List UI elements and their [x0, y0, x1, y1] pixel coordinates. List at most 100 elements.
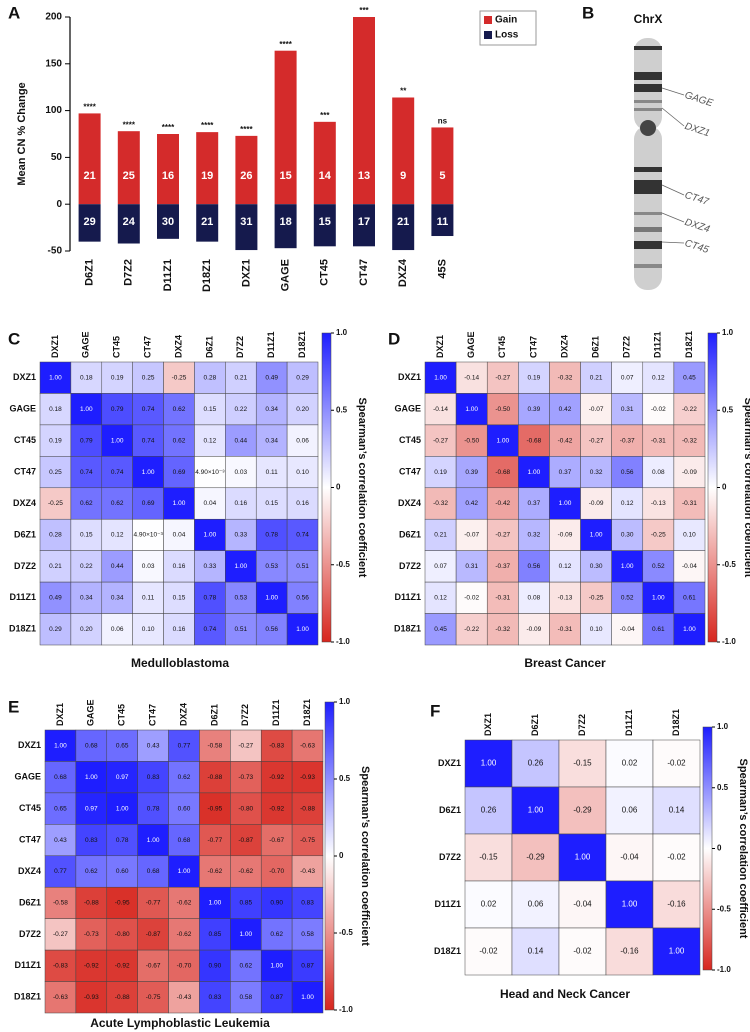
cell-label: 0.52	[652, 563, 665, 570]
heatmap-cell	[549, 613, 581, 646]
cell-label: 0.06	[296, 437, 309, 444]
heatmap-cell	[75, 729, 108, 762]
cell-label: 0.60	[116, 868, 129, 875]
cell-label: 0.45	[434, 626, 447, 633]
row-label: CT47	[399, 466, 421, 476]
chromosome-title: ChrX	[634, 12, 663, 26]
cell-label: 0.74	[296, 532, 309, 539]
cell-label: 0.68	[85, 742, 98, 749]
cell-label: 0.58	[239, 994, 252, 1001]
heatmap-cell	[70, 487, 103, 520]
heatmap-cell	[549, 581, 581, 614]
heatmap-cell	[230, 761, 262, 794]
column-label: D7Z2	[235, 336, 245, 358]
heatmap-cell	[652, 739, 701, 788]
column-label: D18Z1	[297, 331, 307, 358]
heatmap-cell	[255, 518, 288, 551]
cell-label: 1.00	[265, 595, 278, 602]
heatmap-cell	[549, 456, 581, 489]
heatmap-cell	[194, 424, 226, 457]
cell-label: 0.06	[111, 626, 124, 633]
heatmap-cell	[455, 487, 488, 520]
cell-label: 0.62	[239, 963, 252, 970]
cell-label: -0.42	[558, 437, 573, 444]
heatmap-cell	[132, 613, 164, 646]
cell-label: 0.74	[111, 469, 124, 476]
colorbar	[321, 332, 332, 643]
significance-label: ***	[320, 111, 330, 120]
cell-label: 0.08	[528, 595, 541, 602]
heatmap-cell	[642, 393, 675, 426]
heatmap-cell	[225, 550, 257, 583]
heatmap-cell	[455, 581, 488, 614]
chromosome	[634, 38, 662, 290]
cell-label: 0.69	[173, 469, 186, 476]
cell-label: 0.07	[621, 374, 634, 381]
cell-label: -0.02	[667, 759, 686, 768]
bar	[353, 17, 375, 205]
column-label: DXZ1	[483, 713, 493, 736]
cell-label: 0.68	[54, 774, 67, 781]
cell-label: 0.34	[265, 406, 278, 413]
heatmap-cell	[486, 581, 519, 614]
cell-label: -0.07	[589, 406, 604, 413]
cell-label: 0.37	[559, 469, 572, 476]
heatmap-cell	[424, 581, 457, 614]
heatmap-cell	[230, 918, 262, 951]
heatmap-title: Head and Neck Cancer	[500, 987, 630, 1001]
heatmap-cell	[558, 786, 607, 835]
column-label: CT45	[497, 336, 507, 358]
cell-label: -0.13	[558, 595, 573, 602]
heatmap-cell	[455, 456, 488, 489]
column-label: CT47	[528, 336, 538, 358]
cell-label: 0.21	[49, 563, 62, 570]
colorbar-title: Spearman’s correlation coefficient	[359, 766, 371, 946]
cell-label: -0.02	[464, 595, 479, 602]
cell-label: -0.63	[300, 742, 315, 749]
cell-label: 0.97	[116, 774, 129, 781]
heatmap-cell	[580, 487, 612, 520]
cell-label: 0.26	[528, 759, 544, 768]
heatmap-cell	[424, 613, 457, 646]
row-label: CT47	[14, 466, 36, 476]
cell-label: 0.15	[80, 532, 93, 539]
heatmap-cell	[163, 581, 195, 614]
row-label: D11Z1	[394, 592, 421, 602]
heatmap-cell	[558, 927, 607, 976]
cell-label: -0.37	[495, 563, 510, 570]
bar-count-label: 25	[123, 170, 135, 182]
bar	[431, 204, 454, 237]
y-tick-label: 100	[45, 105, 62, 116]
heatmap-cell	[260, 761, 293, 794]
x-tick-label: D11Z1	[162, 259, 174, 291]
heatmap-cell	[549, 550, 581, 583]
x-tick-label: D6Z1	[84, 259, 96, 286]
heatmap-cell	[194, 487, 226, 520]
heatmap-cell	[225, 487, 257, 520]
heatmap-cell	[163, 424, 195, 457]
colorbar-tick-label: 1.0	[336, 328, 348, 337]
heatmap-cell	[230, 824, 262, 857]
cell-label: 0.83	[147, 774, 160, 781]
colorbar-tick-label: 0	[336, 483, 341, 492]
heatmap-cell	[518, 613, 550, 646]
cell-label: -0.29	[573, 806, 592, 815]
heatmap-cell	[286, 487, 319, 520]
heatmap-cell	[518, 393, 550, 426]
heatmap-cell	[673, 393, 706, 426]
cell-label: 0.65	[116, 742, 129, 749]
cell-label: 0.16	[296, 500, 309, 507]
cell-label: 0.58	[301, 931, 314, 938]
panel-letter: A	[8, 3, 20, 22]
heatmap-cell	[464, 833, 513, 882]
cell-label: -0.22	[464, 626, 479, 633]
cell-label: 0.62	[270, 931, 283, 938]
cell-label: 0.43	[147, 742, 160, 749]
row-label: GAGE	[9, 404, 36, 414]
heatmap-cell	[225, 361, 257, 394]
cell-label: 4.90×10⁻³	[195, 469, 225, 476]
cell-label: -0.50	[495, 406, 510, 413]
heatmap-cell	[225, 581, 257, 614]
bar	[117, 204, 140, 244]
cell-label: 0.26	[481, 806, 497, 815]
